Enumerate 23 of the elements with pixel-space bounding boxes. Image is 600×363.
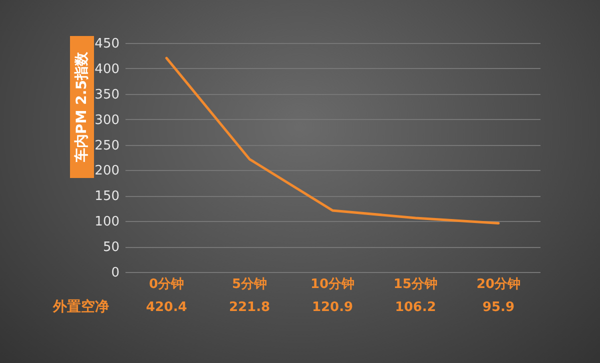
text: 外置空净 [52,298,109,315]
y-tick-label: 250 [94,138,120,154]
data-label: 106.2 [394,300,436,315]
x-tick-label: 5分钟 [232,277,268,292]
data-label: 95.9 [482,300,515,315]
data-label: 420.4 [146,300,188,315]
y-tick-label: 350 [94,87,120,102]
y-tick-label: 100 [94,214,120,230]
data-label: 120.9 [312,300,354,315]
y-tick-label: 200 [94,164,120,179]
y-tick-label: 400 [94,62,120,77]
y-axis-title: 车内PM 2.5指数 [73,52,91,162]
y-tick-label: 0 [111,266,120,280]
y-tick-label: 450 [94,36,120,52]
x-tick-label: 15分钟 [393,277,438,292]
data-label: 221.8 [228,300,270,315]
x-tick-label: 0分钟 [148,277,184,292]
y-tick-label: 50 [102,240,120,256]
y-tick-label: 300 [94,112,120,128]
x-tick-label: 10分钟 [310,277,355,292]
line-series [165,56,500,224]
x-tick-label: 20分钟 [476,277,521,292]
y-tick-label: 150 [94,189,120,204]
